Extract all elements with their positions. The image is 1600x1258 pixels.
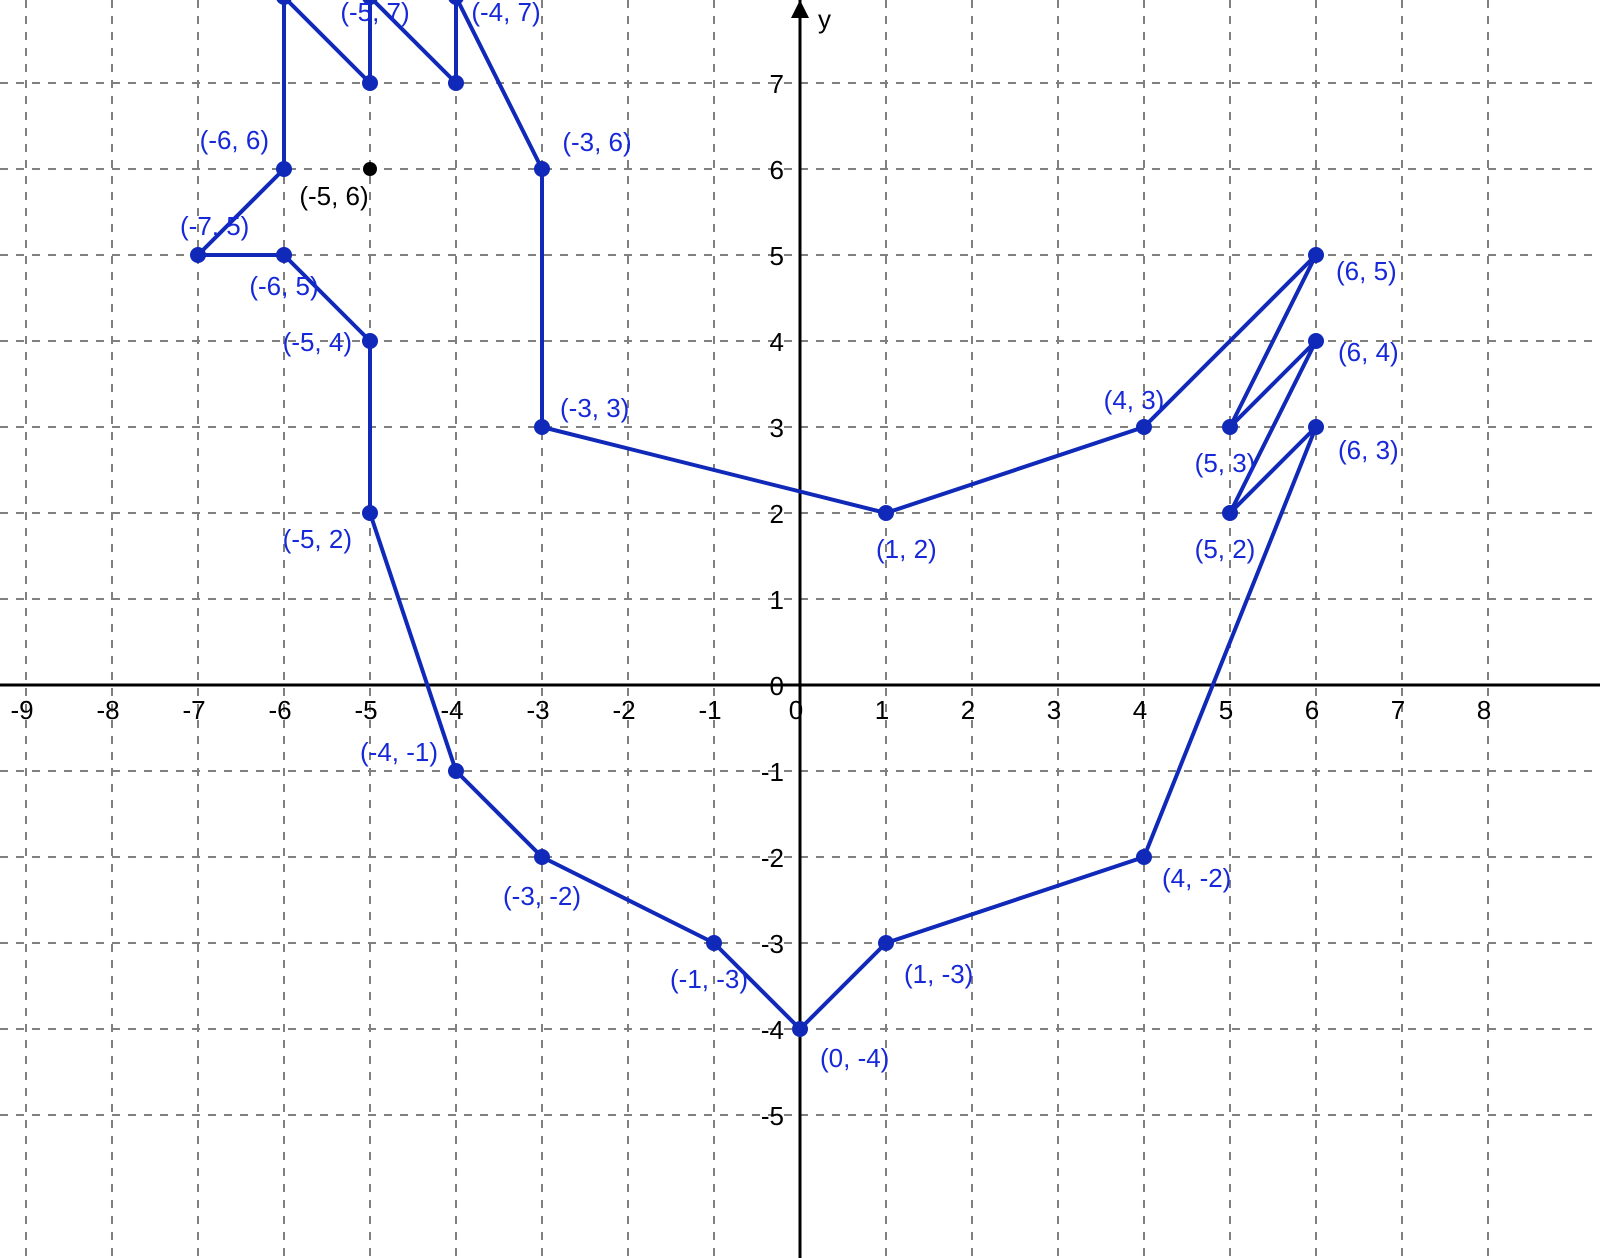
coord-label: (-3, 6) (562, 127, 631, 157)
coordinate-plot: y -9 -8 -7 -6 -5 -4 -3 -2 -1 0 1 2 3 4 5 6 7 8 -5 -4 -3 -2 -1 0 1… (0, 0, 1600, 1258)
x-tick-label: -3 (526, 695, 549, 725)
y-axis-label: y (818, 4, 831, 34)
coord-label: (6, 3) (1338, 435, 1399, 465)
y-tick-label: 3 (770, 413, 784, 443)
coord-label: (1, 2) (876, 534, 937, 564)
x-tick-label: -1 (698, 695, 721, 725)
coord-label: (-4, 7) (471, 0, 540, 27)
vertex-point (1308, 247, 1324, 263)
x-tick-label: -2 (612, 695, 635, 725)
coord-label: (-6, 6) (200, 125, 269, 155)
y-tick-label: 0 (770, 671, 784, 701)
y-tick-label: 5 (770, 241, 784, 271)
x-tick-label: 0 (789, 695, 803, 725)
vertex-point (1136, 419, 1152, 435)
y-tick-label: 4 (770, 327, 784, 357)
y-tick-label: 1 (770, 585, 784, 615)
vertex-point (1308, 333, 1324, 349)
x-tick-label: 2 (961, 695, 975, 725)
vertex-point (448, 75, 464, 91)
coord-label: (-5, 4) (283, 327, 352, 357)
x-tick-label: -9 (10, 695, 33, 725)
plot-svg: y -9 -8 -7 -6 -5 -4 -3 -2 -1 0 1 2 3 4 5 6 7 8 -5 -4 -3 -2 -1 0 1… (0, 0, 1600, 1258)
y-tick-label: -4 (761, 1015, 784, 1045)
coord-label: (5, 3) (1195, 448, 1256, 478)
vertex-point (448, 763, 464, 779)
x-tick-label: -7 (182, 695, 205, 725)
x-tick-label: 7 (1391, 695, 1405, 725)
y-tick-label: 7 (770, 69, 784, 99)
x-tick-label: -4 (440, 695, 463, 725)
coord-label: (-3, 3) (560, 393, 629, 423)
x-tick-label: 8 (1477, 695, 1491, 725)
x-tick-label: 1 (875, 695, 889, 725)
vertex-point (1222, 505, 1238, 521)
y-tick-label: -2 (761, 843, 784, 873)
vertex-point (534, 161, 550, 177)
x-tick-label: -5 (354, 695, 377, 725)
vertex-point (1136, 849, 1152, 865)
coord-label: (-4, -1) (360, 737, 438, 767)
vertex-point (878, 935, 894, 951)
vertex-point (1308, 419, 1324, 435)
vertex-point (276, 247, 292, 263)
coord-label: (4, 3) (1104, 385, 1165, 415)
vertex-point (362, 505, 378, 521)
coord-label: (-3, -2) (503, 881, 581, 911)
coord-label: (6, 4) (1338, 337, 1399, 367)
vertex-point (534, 849, 550, 865)
coord-label: (-5, 2) (283, 524, 352, 554)
y-tick-label: 6 (770, 155, 784, 185)
coord-label: (-5, 7) (340, 0, 409, 27)
coord-label: (-6, 5) (249, 271, 318, 301)
coord-label: (1, -3) (904, 959, 973, 989)
y-tick-label: -5 (761, 1101, 784, 1131)
vertex-point (878, 505, 894, 521)
y-tick-label: 2 (770, 499, 784, 529)
vertex-point (362, 75, 378, 91)
coord-label: (4, -2) (1162, 863, 1231, 893)
vertex-point (1222, 419, 1238, 435)
coord-label: (-1, -3) (670, 964, 748, 994)
vertex-point (706, 935, 722, 951)
x-tick-label: -8 (96, 695, 119, 725)
vertex-point (534, 419, 550, 435)
vertex-point (362, 333, 378, 349)
coord-label: (-7, 5) (180, 211, 249, 241)
eye-point-label: (-5, 6) (299, 181, 368, 211)
coord-label: (6, 5) (1336, 256, 1397, 286)
x-tick-label: -6 (268, 695, 291, 725)
x-tick-label: 5 (1219, 695, 1233, 725)
x-tick-label: 4 (1133, 695, 1147, 725)
vertex-point (190, 247, 206, 263)
y-tick-label: -3 (761, 929, 784, 959)
x-tick-label: 6 (1305, 695, 1319, 725)
x-tick-label: 3 (1047, 695, 1061, 725)
eye-point (363, 162, 377, 176)
vertex-point (276, 161, 292, 177)
vertex-point (792, 1021, 808, 1037)
y-tick-label: -1 (761, 757, 784, 787)
coord-label: (0, -4) (820, 1043, 889, 1073)
coord-label: (5, 2) (1195, 534, 1256, 564)
